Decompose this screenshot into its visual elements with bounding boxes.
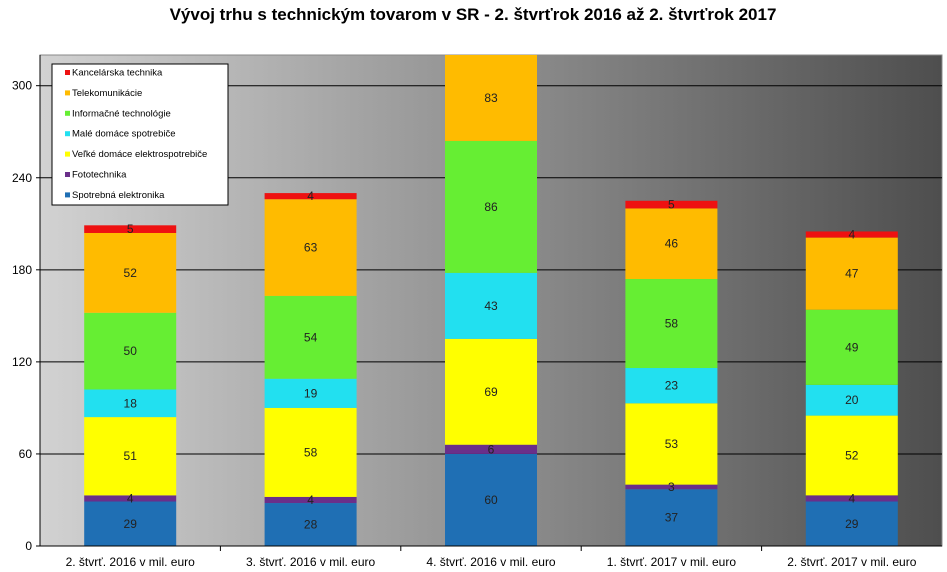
bar-segment [264,407,357,497]
bar-segment [84,501,177,546]
bar-segment [625,368,718,404]
data-label: 63 [304,241,318,255]
bar-segment [625,200,718,209]
data-label: 4 [307,493,314,507]
x-tick-label: 3. štvrť. 2016 v mil. euro [246,555,376,569]
data-label: 37 [665,511,679,525]
bar-segment [264,496,357,504]
data-label: 23 [665,379,679,393]
data-label: 4 [848,491,855,505]
bar-segment [625,403,718,485]
y-tick-label: 0 [25,539,32,553]
data-label: 18 [124,396,138,410]
data-label: 4 [127,491,134,505]
legend-label: Telekomunikácie [72,88,142,99]
bar-segment [84,495,177,502]
legend-swatch [65,131,70,137]
data-label: 52 [845,448,859,462]
x-tick-label: 2. štvrť. 2016 v mil. euro [66,555,196,569]
bar-segment [805,384,898,416]
data-label: 4 [307,189,314,203]
data-label: 5 [668,198,675,212]
bar-segment [84,232,177,313]
data-label: 5 [127,222,134,236]
bar-segment [264,193,357,200]
data-label: 54 [304,330,318,344]
data-label: 29 [124,517,138,531]
legend-swatch [65,192,70,198]
bar-segment [84,417,177,496]
data-label: 3 [668,480,675,494]
bar-segment [805,501,898,546]
data-label: 47 [845,267,859,281]
legend-swatch [65,151,70,157]
bar-segment [625,279,718,369]
x-tick-label: 1. štvrť. 2017 v mil. euro [607,555,737,569]
data-label: 28 [304,518,318,532]
chart-title: Vývoj trhu s technickým tovarom v SR - 2… [170,5,777,24]
bar-segment [264,199,357,296]
data-label: 4 [848,228,855,242]
bar-segment [84,389,177,418]
bar-segment [625,489,718,546]
data-label: 46 [665,237,679,251]
legend-label: Kancelárska technika [72,68,163,79]
y-tick-label: 300 [12,79,32,93]
y-tick-label: 60 [19,447,33,461]
legend-label: Malé domáce spotrebiče [72,129,176,140]
bar-segment [264,378,357,408]
bar-segment [445,453,537,546]
bar-segment [625,484,718,490]
bar-segment [625,208,718,280]
data-label: 49 [845,340,859,354]
data-label: 60 [484,493,498,507]
y-tick-label: 180 [12,263,32,277]
data-label: 43 [484,299,498,313]
data-label: 20 [845,393,859,407]
bar-segment [805,231,898,238]
data-label: 19 [304,386,318,400]
legend-swatch [65,172,70,177]
legend-label: Spotrebná elektronika [72,190,165,201]
legend-label: Informačné technológie [72,108,171,119]
x-tick-label: 4. štvrť. 2016 v mil. euro [426,555,556,569]
data-label: 53 [665,437,679,451]
bar-segment [805,415,898,496]
legend-swatch [65,90,70,96]
legend-swatch [65,110,70,116]
bar-segment [805,495,898,502]
bar-segment [805,309,898,385]
x-tick-label: 2. štvrť. 2017 v mil. euro [787,555,917,569]
data-label: 58 [304,445,318,459]
data-label: 69 [484,385,498,399]
bar-segment [445,272,537,339]
data-label: 52 [124,266,138,280]
legend-swatch [65,70,70,75]
bar-segment [264,503,357,546]
bar-segment [264,295,357,379]
data-label: 83 [484,91,498,105]
data-label: 50 [124,344,138,358]
bar-segment [445,55,537,141]
bar-segment [445,140,537,273]
data-label: 86 [484,200,498,214]
data-label: 51 [124,449,138,463]
legend-label: Veľké domáce elektrospotrebiče [72,149,207,160]
bar-segment [805,237,898,310]
legend-label: Fototechnika [72,170,127,181]
y-tick-label: 240 [12,171,32,185]
bar-segment [84,225,177,233]
legend: Kancelárska technika Telekomunikácie Infor… [51,63,229,206]
data-label: 29 [845,517,859,531]
y-tick-label: 120 [12,355,32,369]
data-label: 58 [665,317,679,331]
bar-segment [84,312,177,390]
bar-segment [445,338,537,445]
legend-box [51,63,229,206]
bar-segment [445,444,537,454]
data-label: 6 [488,442,495,456]
